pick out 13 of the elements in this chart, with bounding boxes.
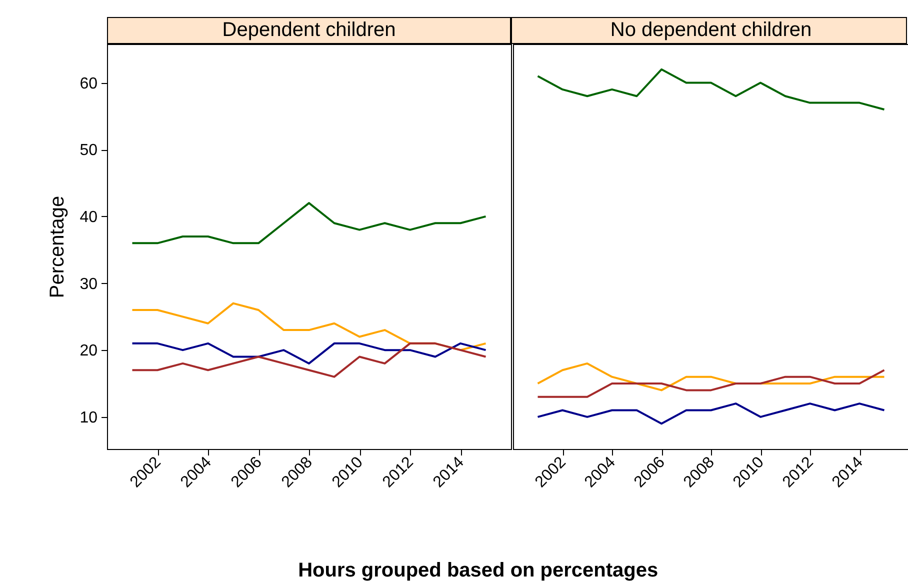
line-series [131,342,487,378]
line-series [131,342,487,364]
chart-title: Dependent children [222,19,396,41]
y-axis-title: Percentage [46,196,69,298]
y-tick-label: 10 [80,409,98,426]
chart-title: No dependent children [610,19,812,41]
x-axis-title: Hours grouped based on percentages [298,559,658,582]
y-tick-label: 20 [80,342,98,360]
y-tick-label: 50 [80,142,98,160]
y-tick-label: 30 [80,276,98,293]
y-tick-label: 60 [80,75,98,92]
y-tick-label: 40 [80,208,98,226]
line-series [131,202,487,244]
